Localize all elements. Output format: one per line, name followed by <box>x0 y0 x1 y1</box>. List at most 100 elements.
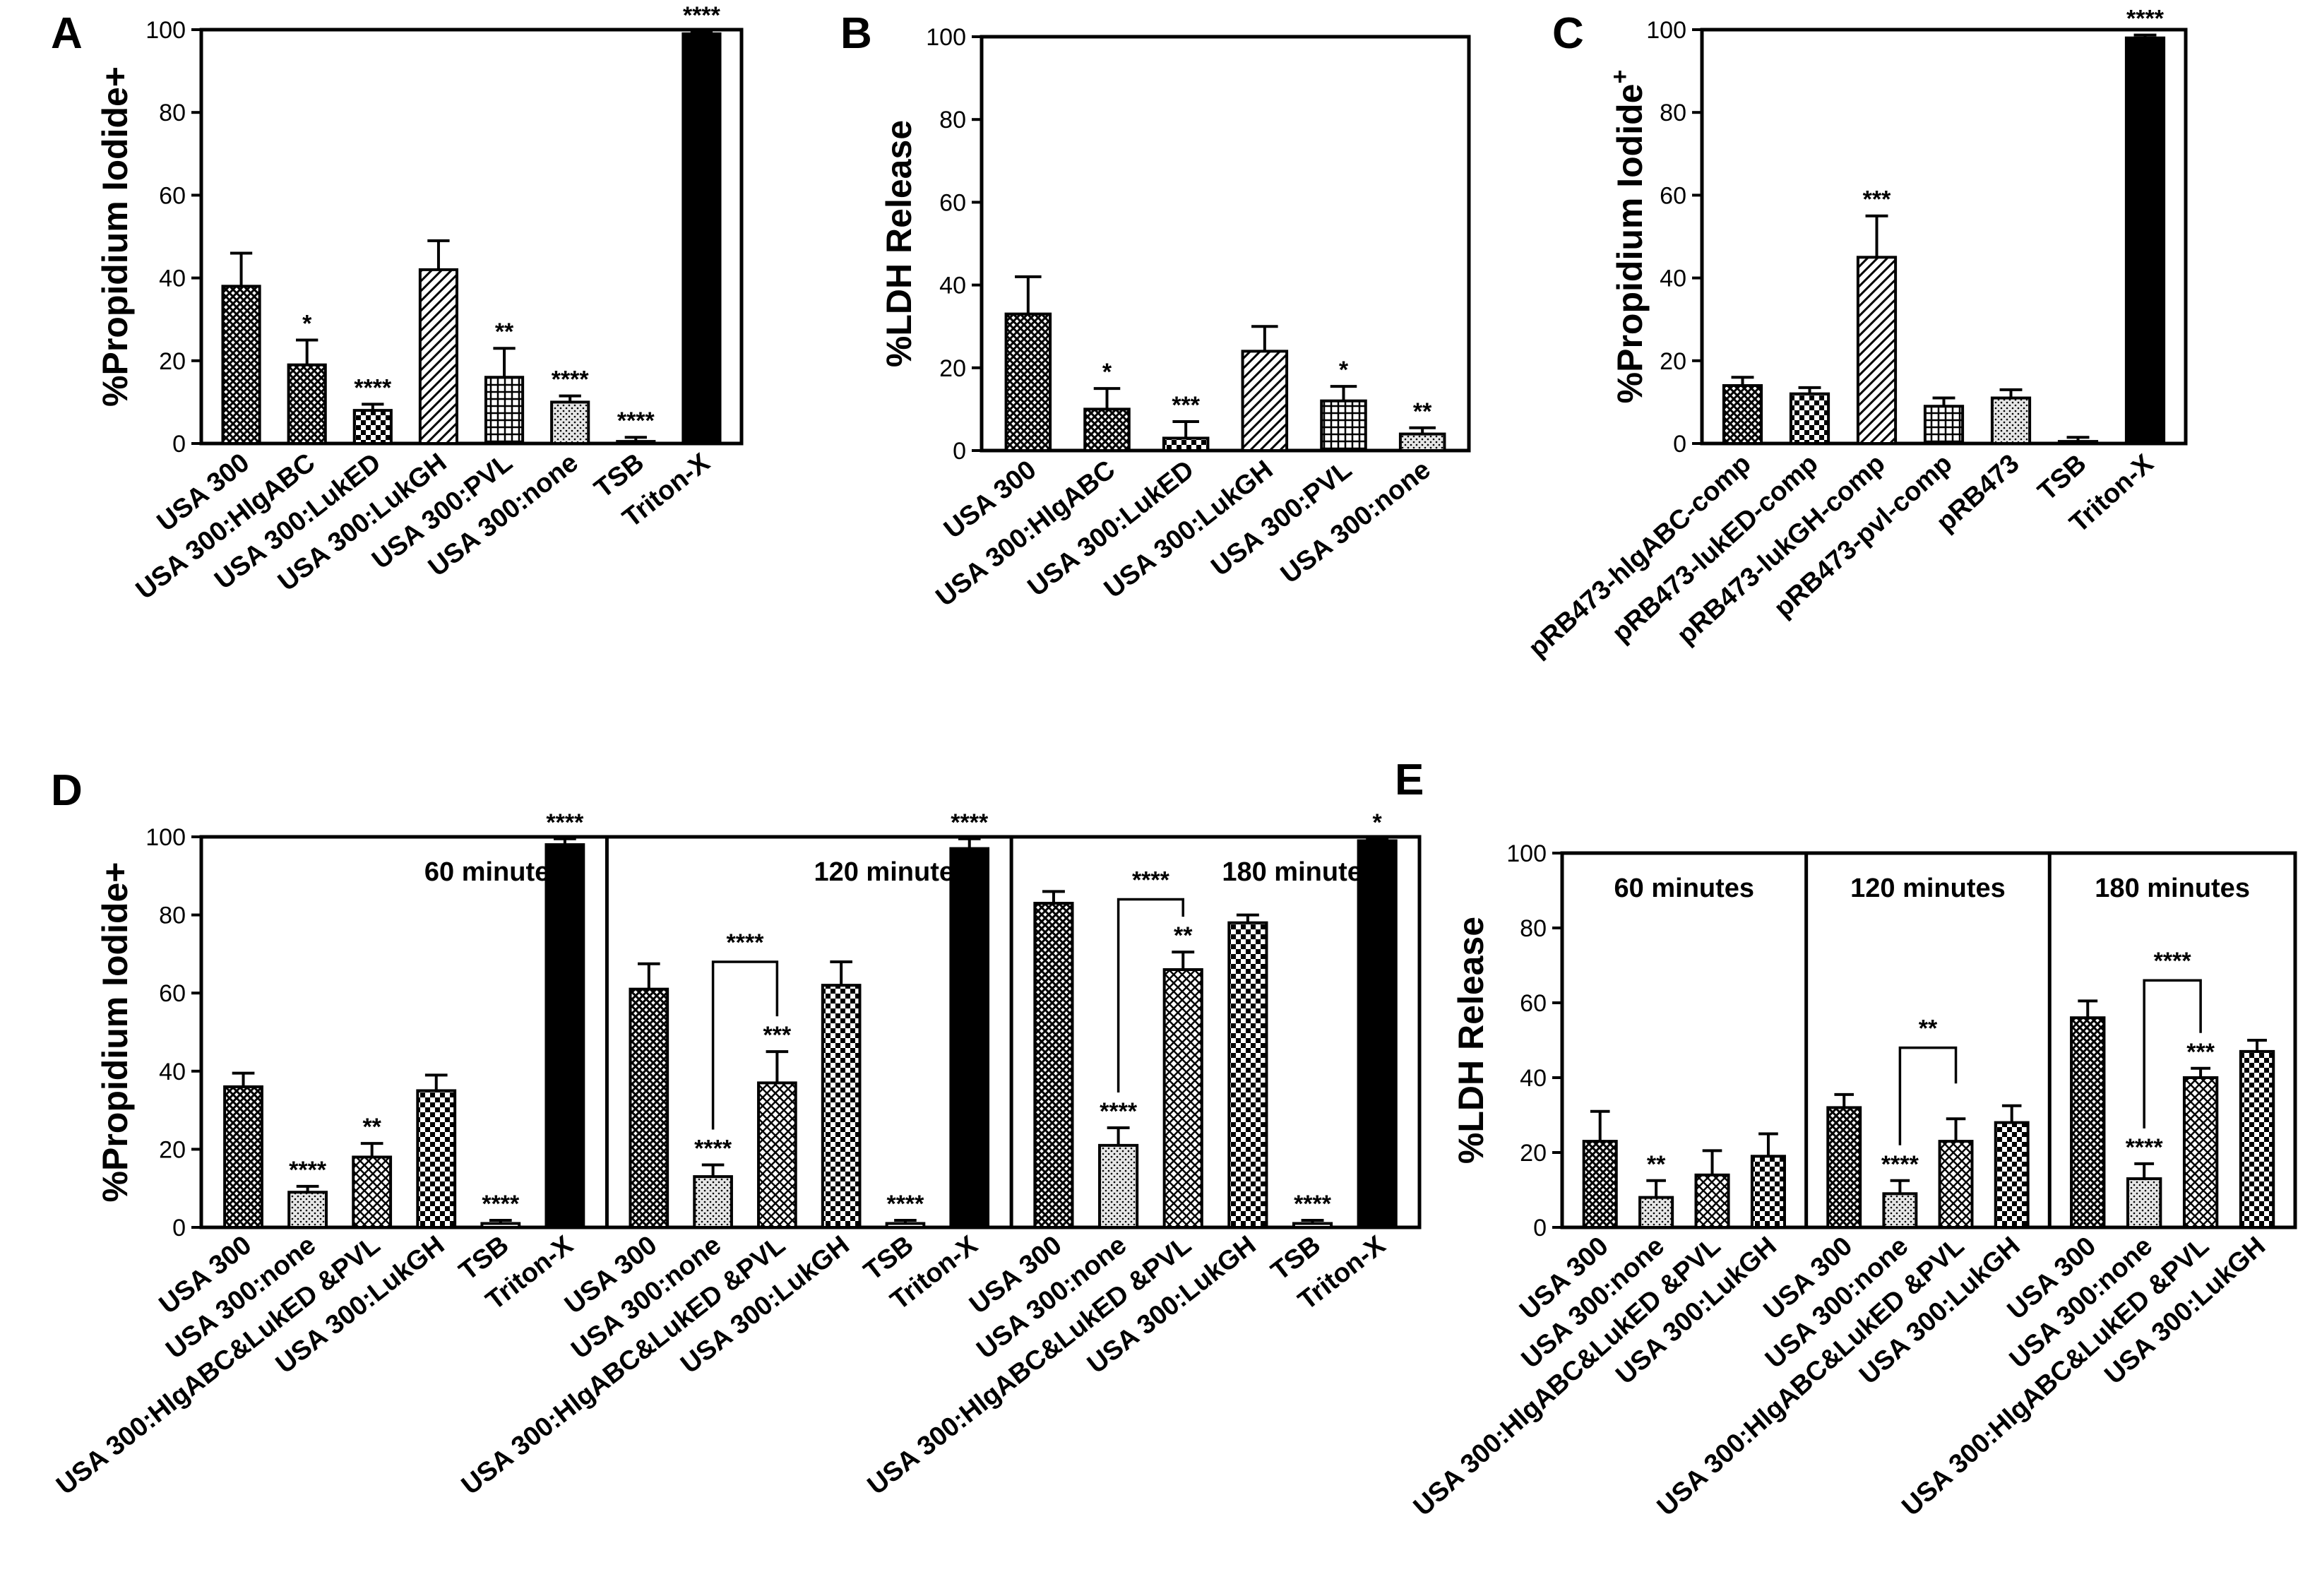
y-tick-label: 40 <box>939 273 966 299</box>
y-tick-label: 20 <box>159 1136 186 1163</box>
bar <box>1320 399 1367 452</box>
comparison-bracket <box>1898 1046 1958 1145</box>
panel-label-d: D <box>51 766 83 815</box>
plot-frame <box>980 35 1471 453</box>
bar <box>1357 839 1398 1229</box>
bar <box>1227 921 1268 1229</box>
significance-label: **** <box>1100 1098 1138 1125</box>
bar <box>2057 440 2099 446</box>
bar <box>616 440 656 446</box>
y-tick-label: 0 <box>172 1215 186 1241</box>
y-tick-label: 80 <box>159 100 186 126</box>
y-tick-label: 100 <box>1506 840 1547 867</box>
bar <box>1398 432 1446 452</box>
bar <box>2126 1177 2162 1229</box>
comparison-bracket <box>711 960 779 1130</box>
y-tick-label: 60 <box>159 980 186 1007</box>
y-tick-label: 20 <box>939 355 966 382</box>
y-axis-title: %LDH Release <box>879 120 919 367</box>
y-tick-label: 0 <box>172 431 186 458</box>
y-tick-label: 0 <box>1673 431 1686 458</box>
plot-frame <box>1700 28 2188 446</box>
y-axis-title-superscript: + <box>1607 70 1633 84</box>
bar <box>1990 396 2032 445</box>
bar <box>1241 350 1289 452</box>
bar <box>1292 1222 1333 1229</box>
bar <box>1162 968 1203 1229</box>
bar <box>821 984 862 1229</box>
bar <box>287 363 327 445</box>
significance-label: ** <box>362 1114 381 1141</box>
bar <box>1882 1192 1918 1229</box>
significance-label: ** <box>1413 398 1432 425</box>
bar <box>352 409 393 445</box>
bar <box>2239 1049 2275 1229</box>
y-tick-label: 40 <box>159 1059 186 1085</box>
y-axis-title: %Propidium Iodide+ <box>95 66 135 407</box>
bar <box>1938 1140 1974 1229</box>
bar <box>550 400 590 446</box>
significance-label: ** <box>1174 922 1193 949</box>
y-tick-label: 20 <box>159 348 186 375</box>
bar <box>1923 405 1965 446</box>
bar <box>480 1222 521 1229</box>
bar <box>1722 383 1763 446</box>
bar <box>1033 902 1074 1229</box>
bar <box>1083 407 1131 453</box>
bar <box>949 847 990 1229</box>
significance-label: *** <box>2186 1039 2215 1066</box>
y-axis-title: %Propidium Iodide+ <box>1607 70 1650 404</box>
bar <box>1162 436 1210 452</box>
segment-title: 180 minutes <box>1222 857 1377 887</box>
bar <box>544 843 585 1229</box>
bar <box>221 285 261 445</box>
y-tick-label: 40 <box>159 266 186 292</box>
significance-label: * <box>1339 357 1349 383</box>
significance-label: **** <box>289 1157 327 1184</box>
panel-label-a: A <box>51 9 83 58</box>
comparison-bracket <box>1117 898 1184 1092</box>
significance-label: ** <box>1647 1151 1666 1178</box>
y-tick-label: 80 <box>939 107 966 133</box>
bar <box>2070 1016 2106 1229</box>
bar <box>1750 1155 1786 1229</box>
bar <box>1582 1140 1618 1229</box>
significance-label: *** <box>1863 186 1891 213</box>
bar <box>2124 36 2166 446</box>
segment-title: 120 minutes <box>814 857 969 887</box>
y-tick-label: 0 <box>1533 1215 1547 1241</box>
bar <box>1694 1173 1730 1229</box>
significance-label: **** <box>1294 1191 1332 1217</box>
bracket-significance-label: **** <box>2154 948 2192 975</box>
y-tick-label: 60 <box>159 182 186 209</box>
y-tick-label: 80 <box>159 903 186 929</box>
bar <box>418 268 459 445</box>
y-axis-title: %LDH Release <box>1451 917 1491 1164</box>
y-tick-label: 20 <box>1520 1140 1547 1167</box>
bar <box>693 1175 733 1229</box>
y-tick-label: 0 <box>953 438 966 465</box>
y-tick-label: 80 <box>1660 100 1686 126</box>
segment-title: 60 minutes <box>424 857 565 887</box>
significance-label: **** <box>951 809 989 836</box>
y-tick-label: 40 <box>1520 1065 1547 1092</box>
significance-label: * <box>302 311 312 338</box>
y-tick-label: 20 <box>1660 348 1686 375</box>
significance-label: **** <box>683 2 721 29</box>
significance-label: ** <box>495 318 514 345</box>
bar <box>1994 1121 2030 1229</box>
significance-label: **** <box>354 374 392 401</box>
bracket-significance-label: **** <box>1132 867 1170 893</box>
significance-label: **** <box>2126 6 2165 32</box>
panel-label-c: C <box>1552 9 1584 58</box>
bar <box>1638 1196 1674 1229</box>
plot-frame <box>199 835 1422 1229</box>
significance-label: **** <box>552 367 590 393</box>
bar <box>757 1081 797 1229</box>
bar <box>681 32 722 446</box>
y-tick-label: 60 <box>1660 182 1686 209</box>
bar <box>484 376 525 445</box>
bar <box>2182 1076 2219 1229</box>
